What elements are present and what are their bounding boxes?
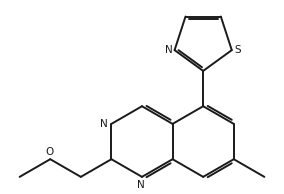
Text: O: O: [45, 147, 54, 157]
Text: S: S: [234, 44, 241, 55]
Text: N: N: [100, 119, 108, 128]
Text: N: N: [137, 180, 145, 190]
Text: N: N: [164, 44, 172, 55]
